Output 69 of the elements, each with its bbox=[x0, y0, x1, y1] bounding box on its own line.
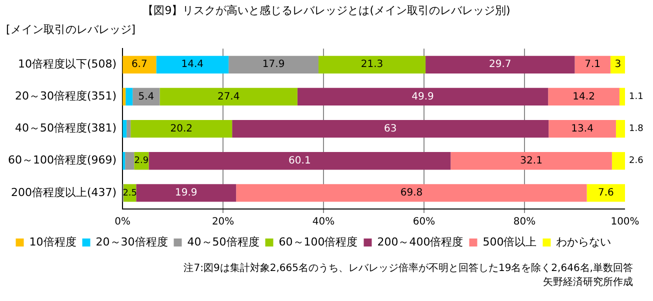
y-tick-label: 40～50倍程度(381) bbox=[14, 122, 117, 135]
text: 注7:図9は集計対象2,665名のうち、レバレッジ倍率が不明と回答した19名を除く2,646名,単数回答 bbox=[184, 262, 633, 276]
data-label: 7.6 bbox=[598, 188, 614, 199]
data-label: 49.9 bbox=[412, 91, 434, 102]
bar bbox=[130, 120, 232, 138]
bar bbox=[126, 120, 131, 138]
data-label: 19.9 bbox=[174, 188, 198, 199]
y-tick-label: 10倍程度以下(508) bbox=[18, 58, 117, 70]
data-label: 21.3 bbox=[360, 59, 384, 70]
bar bbox=[450, 152, 612, 170]
x-tick-label: 20% bbox=[212, 216, 234, 228]
data-label: 5.4 bbox=[138, 91, 154, 102]
bar bbox=[318, 56, 426, 74]
bar bbox=[616, 120, 625, 138]
data-label: 20.2 bbox=[170, 123, 192, 134]
bar bbox=[126, 88, 133, 106]
data-label: 32.1 bbox=[520, 155, 542, 166]
y-tick-label: 200倍程度以上(437) bbox=[10, 186, 117, 199]
data-label: 69.8 bbox=[400, 188, 423, 199]
data-label: 27.4 bbox=[217, 91, 240, 102]
bar bbox=[586, 184, 625, 202]
legend-label: 500倍以上 bbox=[482, 235, 537, 248]
bar bbox=[148, 152, 451, 170]
bar bbox=[574, 56, 610, 74]
bar bbox=[125, 152, 134, 170]
data-label: 63 bbox=[384, 123, 397, 134]
data-label: 14.4 bbox=[181, 59, 204, 70]
bar bbox=[136, 184, 236, 202]
bar bbox=[232, 120, 549, 138]
legend-label: 20～30倍程度 bbox=[96, 235, 168, 248]
chart-title: 【図9】リスクが高いと感じるレバレッジとは(メイン取引のレバレッジ別) bbox=[142, 3, 512, 18]
data-label: 29.7 bbox=[489, 59, 512, 70]
bar bbox=[156, 56, 229, 74]
bar bbox=[548, 120, 616, 138]
x-tick-label: 80% bbox=[513, 216, 536, 228]
bar bbox=[610, 56, 625, 74]
bar bbox=[297, 88, 548, 106]
x-tick-label: 60% bbox=[412, 216, 436, 228]
data-label: 6.7 bbox=[131, 59, 148, 70]
data-label: 7.1 bbox=[584, 59, 601, 70]
data-label: 17.9 bbox=[262, 59, 285, 70]
bar bbox=[548, 88, 620, 106]
legend-label: 10倍程度 bbox=[29, 235, 76, 248]
data-label: 1.8 bbox=[629, 124, 644, 134]
bar bbox=[619, 88, 625, 106]
data-label: 1.1 bbox=[629, 92, 644, 102]
x-tick-label: 40% bbox=[312, 216, 335, 228]
y-tick-label: 60～100倍程度(969) bbox=[8, 154, 117, 167]
bar bbox=[160, 88, 298, 106]
data-label: 13.4 bbox=[571, 123, 594, 134]
bar bbox=[228, 56, 319, 74]
x-tick-label: 100% bbox=[610, 216, 640, 228]
data-label: 14.2 bbox=[572, 91, 595, 102]
bar bbox=[426, 56, 575, 74]
text: 矢野経済研究所作成 bbox=[542, 276, 633, 290]
data-label: 60.1 bbox=[288, 155, 311, 166]
bar bbox=[132, 88, 160, 106]
y-axis-title: [メイン取引のレバレッジ] bbox=[6, 22, 136, 37]
legend-label: わからない bbox=[556, 235, 612, 248]
bar bbox=[612, 152, 625, 170]
legend-label: 200～400倍程度 bbox=[377, 235, 464, 248]
bar bbox=[236, 184, 587, 202]
data-label: 3 bbox=[614, 59, 622, 70]
data-label: 2.6 bbox=[629, 156, 644, 166]
legend-label: 60～100倍程度 bbox=[278, 235, 358, 248]
data-label: 2.9 bbox=[134, 156, 149, 166]
x-tick-label: 0% bbox=[114, 216, 131, 228]
legend-label: 40～50倍程度 bbox=[187, 235, 260, 248]
y-tick-label: 20～30倍程度(351) bbox=[14, 90, 117, 103]
